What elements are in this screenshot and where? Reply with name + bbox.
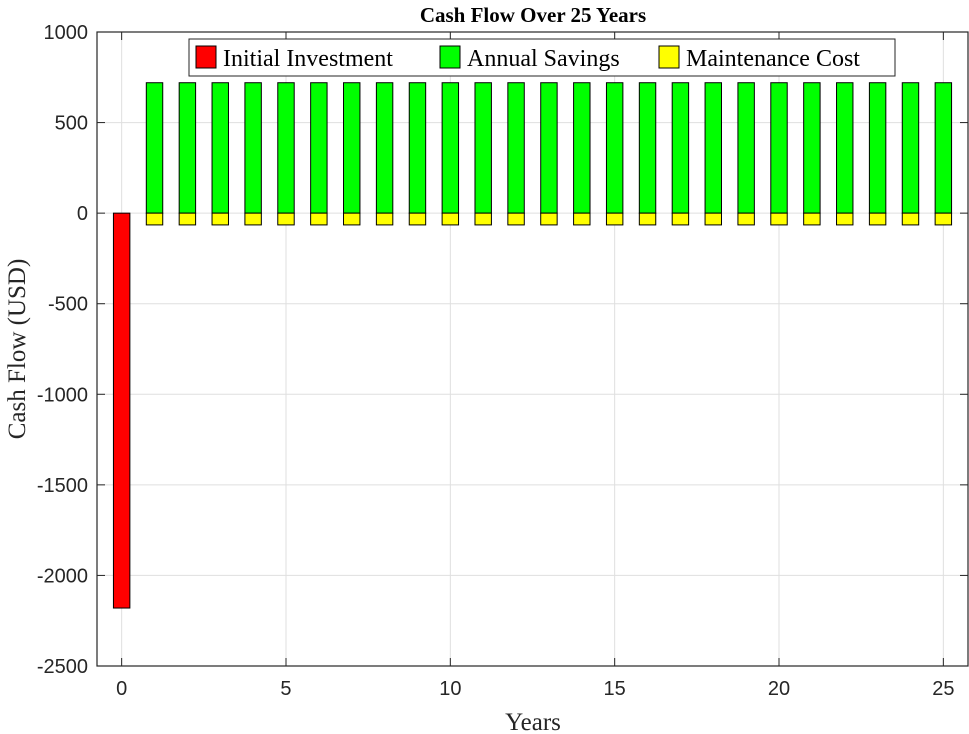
bar-annual-savings: [868, 82, 887, 214]
x-tick-label: 20: [768, 678, 790, 700]
plot-area-frame: [96, 31, 969, 667]
bar-maintenance-cost: [211, 212, 229, 226]
x-tick-label: 10: [439, 678, 461, 700]
bar-initial-investment: [112, 212, 131, 609]
bar-maintenance-cost: [474, 212, 492, 226]
bar-maintenance-cost: [375, 212, 394, 226]
bar-annual-savings: [901, 82, 920, 214]
bar-maintenance-cost: [343, 212, 361, 226]
bar-maintenance-cost: [408, 212, 427, 226]
bar-annual-savings: [408, 82, 427, 214]
bar-annual-savings: [145, 82, 164, 214]
bar-annual-savings: [277, 82, 295, 214]
bar-maintenance-cost: [178, 212, 197, 226]
y-tick-label: -1000: [37, 384, 88, 406]
bar-maintenance-cost: [441, 212, 460, 226]
y-tick-label: 0: [77, 203, 88, 225]
bar-annual-savings: [836, 82, 854, 214]
x-tick-label: 25: [932, 678, 954, 700]
bar-annual-savings: [441, 82, 460, 214]
y-axis-label: Cash Flow (USD): [4, 259, 31, 440]
bar-maintenance-cost: [671, 212, 690, 226]
bar-maintenance-cost: [277, 212, 295, 226]
legend-swatch: [195, 45, 217, 69]
bar-maintenance-cost: [836, 212, 854, 226]
bar-maintenance-cost: [770, 212, 788, 226]
bar-maintenance-cost: [704, 212, 722, 226]
y-tick-label: 1000: [44, 22, 89, 44]
bar-maintenance-cost: [145, 212, 164, 226]
x-axis-ticks: 0 5 10 15 20 25: [116, 32, 954, 700]
legend-box: [188, 38, 896, 77]
bar-annual-savings: [375, 82, 394, 214]
bar-maintenance-cost: [868, 212, 887, 226]
bar-annual-savings: [507, 82, 525, 214]
legend-entry-label: Initial Investment: [223, 46, 393, 72]
bar-maintenance-cost: [507, 212, 525, 226]
bar-maintenance-cost: [803, 212, 821, 226]
y-tick-label: 500: [55, 113, 88, 135]
bar-annual-savings: [737, 82, 755, 214]
legend-entry-label: Annual Savings: [467, 46, 620, 72]
bar-maintenance-cost: [244, 212, 262, 226]
bar-annual-savings: [343, 82, 361, 214]
bar-maintenance-cost: [573, 212, 591, 226]
bar-annual-savings: [934, 82, 953, 214]
legend: Initial Investment Annual Savings Maintena…: [188, 38, 896, 77]
bar-annual-savings: [605, 82, 624, 214]
bar-annual-savings: [803, 82, 821, 214]
bar-maintenance-cost: [737, 212, 755, 226]
y-tick-label: -2500: [37, 656, 88, 678]
bar-annual-savings: [540, 82, 558, 214]
bar-maintenance-cost: [934, 212, 953, 226]
bar-maintenance-cost: [638, 212, 657, 226]
bars: [112, 82, 953, 609]
bar-annual-savings: [310, 82, 328, 214]
bar-annual-savings: [770, 82, 788, 214]
bar-annual-savings: [573, 82, 591, 214]
legend-swatch: [658, 45, 680, 69]
legend-swatch: [439, 45, 461, 69]
bar-annual-savings: [638, 82, 657, 214]
x-tick-label: 15: [604, 678, 626, 700]
bar-annual-savings: [671, 82, 690, 214]
bar-maintenance-cost: [310, 212, 328, 226]
x-tick-label: 5: [280, 678, 291, 700]
bar-annual-savings: [211, 82, 229, 214]
y-tick-label: -2000: [37, 565, 88, 587]
x-axis-label: Years: [505, 709, 561, 734]
bar-annual-savings: [474, 82, 492, 214]
y-tick-label: -500: [48, 294, 88, 316]
bar-annual-savings: [244, 82, 262, 214]
bar-maintenance-cost: [605, 212, 624, 226]
bar-annual-savings: [704, 82, 722, 214]
x-tick-label: 0: [116, 678, 127, 700]
y-axis-ticks: 1000 500 0 -500 -1000 -1500 -2000 -2500: [37, 22, 968, 678]
chart-title: Cash Flow Over 25 Years: [420, 3, 646, 27]
bar-maintenance-cost: [540, 212, 558, 226]
bar-maintenance-cost: [901, 212, 920, 226]
legend-entry-label: Maintenance Cost: [686, 46, 860, 72]
bar-annual-savings: [178, 82, 197, 214]
y-tick-label: -1500: [37, 475, 88, 497]
